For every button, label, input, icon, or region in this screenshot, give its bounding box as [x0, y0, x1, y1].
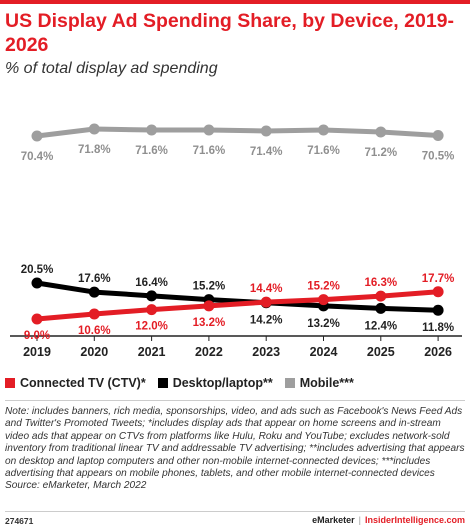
- x-tick-label: 2025: [367, 345, 395, 359]
- data-label-desktop: 14.2%: [250, 315, 283, 327]
- series-line-mobile: [36, 126, 439, 139]
- brand-separator: |: [358, 515, 361, 525]
- data-label-ctv: 9.0%: [24, 330, 50, 342]
- data-point-mobile: [375, 126, 387, 138]
- data-point-mobile: [88, 123, 100, 135]
- data-point-mobile: [31, 130, 43, 142]
- data-point-desktop: [432, 304, 444, 316]
- legend-swatch-mobile: [284, 378, 295, 388]
- data-label-mobile: 71.2%: [364, 147, 397, 159]
- data-label-ctv: 16.3%: [364, 277, 397, 289]
- data-label-ctv: 15.2%: [307, 281, 340, 293]
- x-tick-label: 2019: [23, 345, 51, 359]
- brand-emarketer: eMarketer: [312, 515, 355, 525]
- data-label-ctv: 12.0%: [135, 321, 168, 333]
- data-label-desktop: 17.6%: [78, 273, 111, 285]
- chart-note: Note: includes banners, rich media, spon…: [5, 406, 465, 493]
- data-label-desktop: 15.2%: [193, 281, 226, 293]
- data-point-desktop: [146, 290, 158, 302]
- legend-item-ctv: Connected TV (CTV)*: [5, 376, 146, 390]
- data-label-desktop: 20.5%: [21, 264, 54, 276]
- data-point-mobile: [260, 125, 272, 137]
- data-label-mobile: 71.6%: [193, 145, 226, 157]
- data-label-ctv: 10.6%: [78, 325, 111, 337]
- data-point-ctv: [31, 313, 43, 325]
- data-point-ctv: [146, 304, 158, 316]
- top-accent-bar: [0, 0, 470, 4]
- data-point-ctv: [432, 286, 444, 298]
- note-text: Note: includes banners, rich media, spon…: [5, 406, 465, 480]
- x-tick-label: 2022: [195, 345, 223, 359]
- source-text: Source: eMarketer, March 2022: [5, 480, 147, 492]
- data-point-ctv: [260, 296, 272, 308]
- series-line-desktop: [36, 280, 439, 313]
- data-point-mobile: [203, 124, 215, 136]
- x-tick-label: 2021: [138, 345, 166, 359]
- data-label-ctv: 17.7%: [422, 273, 455, 285]
- legend-label-mobile: Mobile***: [299, 376, 354, 390]
- data-point-desktop: [375, 302, 387, 314]
- legend-swatch-desktop: [157, 378, 168, 388]
- data-label-desktop: 16.4%: [135, 277, 168, 289]
- footer-brand: eMarketer | InsiderIntelligence.com: [312, 515, 465, 525]
- legend-item-desktop: Desktop/laptop**: [157, 376, 273, 390]
- data-label-mobile: 71.6%: [135, 145, 168, 157]
- data-label-mobile: 70.4%: [21, 151, 54, 163]
- legend-item-mobile: Mobile***: [284, 376, 354, 390]
- brand-insider: InsiderIntelligence.com: [364, 515, 465, 525]
- data-label-desktop: 13.2%: [307, 318, 340, 330]
- x-tick-label: 2026: [424, 345, 452, 359]
- legend: Connected TV (CTV)* Desktop/laptop** Mob…: [5, 376, 366, 390]
- data-point-ctv: [88, 308, 100, 320]
- legend-label-ctv: Connected TV (CTV)*: [20, 376, 146, 390]
- data-label-desktop: 11.8%: [422, 322, 454, 334]
- x-tick-label: 2023: [252, 345, 280, 359]
- line-chart: 2019 2020 2021 2022 2023 2024 2025 2026 70.4% 71.…: [10, 123, 462, 359]
- data-point-ctv: [375, 290, 387, 302]
- data-point-mobile: [318, 124, 329, 136]
- data-label-desktop: 12.4%: [364, 320, 397, 332]
- divider-top: [5, 400, 465, 401]
- chart-subtitle: % of total display ad spending: [5, 60, 218, 77]
- x-tick-label: 2024: [310, 345, 338, 359]
- data-point-mobile: [146, 124, 158, 136]
- chart-id: 274671: [5, 516, 34, 526]
- data-point-ctv: [203, 300, 215, 312]
- data-label-mobile: 71.6%: [307, 145, 340, 157]
- x-tick-label: 2020: [80, 345, 108, 359]
- series-line-ctv: [36, 289, 439, 322]
- data-point-ctv: [318, 294, 329, 306]
- chart-title: US Display Ad Spending Share, by Device,…: [5, 10, 455, 56]
- data-label-ctv: 13.2%: [193, 317, 226, 329]
- legend-label-desktop: Desktop/laptop**: [172, 376, 273, 390]
- data-label-mobile: 70.5%: [422, 151, 455, 163]
- data-point-mobile: [432, 130, 444, 141]
- data-label-mobile: 71.4%: [250, 146, 283, 158]
- legend-swatch-ctv: [5, 378, 15, 388]
- data-point-desktop: [88, 286, 100, 298]
- data-point-desktop: [31, 277, 43, 289]
- data-label-ctv: 14.4%: [250, 283, 283, 295]
- data-label-mobile: 71.8%: [78, 144, 111, 156]
- divider-bottom: [5, 511, 465, 512]
